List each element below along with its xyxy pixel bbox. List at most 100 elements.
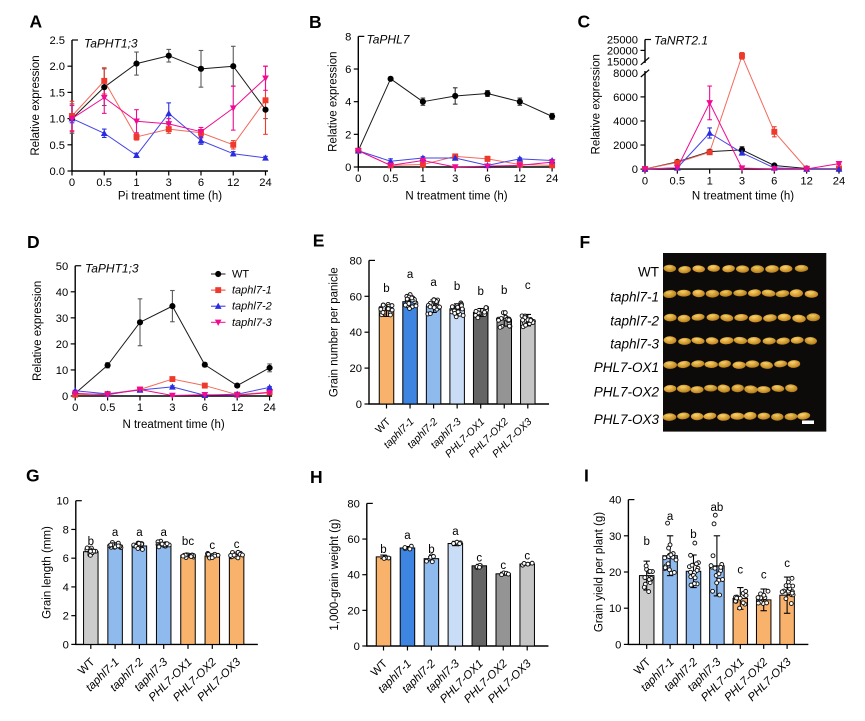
svg-text:c: c [784, 558, 790, 570]
svg-text:20: 20 [347, 605, 359, 617]
svg-text:2.5: 2.5 [49, 35, 65, 47]
svg-text:2.0: 2.0 [49, 61, 65, 73]
svg-text:a: a [452, 526, 459, 538]
svg-text:c: c [524, 551, 530, 563]
svg-text:50: 50 [56, 261, 68, 273]
svg-text:20: 20 [609, 567, 621, 579]
svg-text:2: 2 [63, 611, 69, 623]
svg-text:b: b [690, 529, 696, 541]
svg-text:bc: bc [182, 536, 194, 548]
svg-text:c: c [525, 280, 531, 292]
svg-text:TaPHT1;3: TaPHT1;3 [85, 262, 139, 276]
svg-text:24: 24 [546, 173, 558, 185]
svg-text:20: 20 [350, 363, 362, 375]
svg-text:24: 24 [259, 177, 271, 189]
svg-text:c: c [500, 560, 506, 572]
svg-text:80: 80 [350, 255, 362, 267]
svg-text:8000: 8000 [613, 68, 638, 80]
svg-text:a: a [407, 269, 414, 281]
svg-text:F: F [580, 232, 591, 252]
svg-text:b: b [428, 544, 434, 556]
svg-text:WT: WT [638, 264, 659, 279]
svg-text:0: 0 [632, 164, 638, 176]
svg-text:B: B [309, 12, 322, 32]
svg-text:12: 12 [227, 177, 239, 189]
svg-text:Pi treatment time (h): Pi treatment time (h) [118, 191, 222, 203]
svg-text:0: 0 [63, 639, 69, 651]
svg-text:3: 3 [166, 177, 172, 189]
svg-text:b: b [454, 281, 460, 293]
svg-text:PHL7-OX3: PHL7-OX3 [594, 412, 660, 427]
svg-text:TaNRT2.1: TaNRT2.1 [654, 34, 708, 48]
svg-text:30: 30 [56, 313, 68, 325]
svg-text:20000: 20000 [607, 45, 638, 57]
svg-text:0: 0 [354, 641, 360, 653]
svg-text:b: b [380, 544, 386, 556]
svg-text:6: 6 [345, 64, 351, 76]
svg-text:12: 12 [514, 173, 526, 185]
svg-text:1: 1 [420, 173, 426, 185]
svg-text:0: 0 [69, 177, 75, 189]
svg-text:0.5: 0.5 [49, 140, 65, 152]
svg-text:1,000-grain weight (g): 1,000-grain weight (g) [329, 519, 341, 631]
svg-text:0.5: 0.5 [96, 177, 112, 189]
svg-text:0.5: 0.5 [383, 173, 399, 185]
svg-text:1: 1 [133, 177, 139, 189]
svg-text:6: 6 [63, 553, 69, 565]
svg-text:0.5: 0.5 [670, 175, 686, 187]
svg-text:24: 24 [833, 175, 845, 187]
svg-text:1.0: 1.0 [49, 114, 65, 126]
svg-text:60: 60 [350, 291, 362, 303]
svg-text:10: 10 [56, 496, 68, 508]
svg-text:a: a [667, 511, 674, 523]
svg-text:0: 0 [62, 391, 68, 403]
svg-text:2: 2 [345, 129, 351, 141]
svg-text:12: 12 [800, 175, 812, 187]
svg-text:40: 40 [350, 327, 362, 339]
svg-text:taphl7-1: taphl7-1 [232, 285, 272, 297]
svg-text:a: a [404, 530, 411, 542]
svg-text:b: b [383, 283, 389, 295]
svg-text:8: 8 [345, 31, 351, 43]
svg-text:G: G [26, 466, 40, 486]
svg-text:0.0: 0.0 [49, 166, 65, 178]
svg-text:2000: 2000 [613, 140, 638, 152]
svg-text:6: 6 [484, 173, 490, 185]
svg-text:12: 12 [231, 402, 243, 414]
svg-text:80: 80 [347, 498, 359, 510]
svg-text:N treatment time (h): N treatment time (h) [405, 191, 507, 203]
svg-text:4: 4 [345, 97, 351, 109]
svg-text:PHL7-OX2: PHL7-OX2 [594, 384, 660, 399]
svg-text:N treatment time (h): N treatment time (h) [692, 191, 794, 203]
svg-text:3: 3 [739, 175, 745, 187]
svg-text:6: 6 [198, 177, 204, 189]
svg-text:Relative expression: Relative expression [328, 52, 340, 152]
svg-text:6000: 6000 [613, 92, 638, 104]
svg-text:b: b [88, 536, 94, 548]
svg-text:c: c [476, 553, 482, 565]
svg-text:A: A [30, 12, 43, 32]
svg-text:taphl7-3: taphl7-3 [610, 336, 659, 351]
svg-text:Relative expression: Relative expression [30, 55, 42, 155]
svg-text:c: c [234, 539, 240, 551]
svg-text:D: D [27, 232, 40, 252]
svg-text:TaPHT1;3: TaPHT1;3 [84, 37, 138, 51]
svg-text:Relative expression: Relative expression [591, 54, 603, 154]
svg-text:taphl7-1: taphl7-1 [610, 289, 659, 304]
svg-text:taphl7-2: taphl7-2 [232, 301, 272, 313]
svg-text:taphl7-3: taphl7-3 [232, 317, 273, 329]
svg-text:PHL7-OX1: PHL7-OX1 [594, 360, 659, 375]
svg-text:c: c [209, 540, 215, 552]
svg-text:0.5: 0.5 [100, 402, 116, 414]
svg-text:a: a [160, 527, 167, 539]
svg-text:30: 30 [609, 531, 621, 543]
svg-text:10: 10 [56, 365, 68, 377]
svg-text:C: C [578, 11, 591, 31]
svg-text:ab: ab [711, 502, 724, 514]
svg-text:10: 10 [609, 603, 621, 615]
svg-text:b: b [477, 286, 483, 298]
svg-text:1.5: 1.5 [49, 87, 65, 99]
svg-text:1: 1 [137, 402, 143, 414]
svg-text:E: E [313, 231, 325, 251]
svg-text:0: 0 [355, 173, 361, 185]
